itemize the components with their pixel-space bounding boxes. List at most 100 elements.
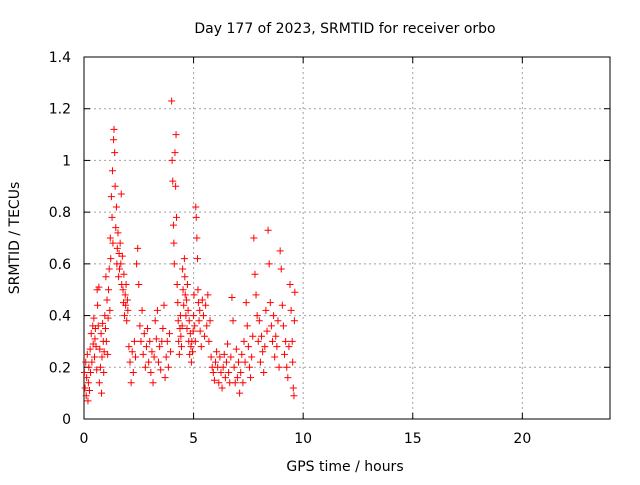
data-point <box>137 337 145 345</box>
data-point <box>159 325 167 332</box>
data-point <box>147 368 155 376</box>
data-point <box>106 234 114 242</box>
data-point <box>138 306 146 314</box>
data-point <box>268 337 276 345</box>
data-point <box>221 374 229 382</box>
data-point <box>192 213 200 221</box>
data-point <box>231 379 239 387</box>
data-point <box>202 301 210 309</box>
data-point <box>175 337 183 345</box>
data-point <box>94 322 102 330</box>
data-point <box>116 239 124 247</box>
data-point <box>109 239 117 247</box>
data-point <box>282 337 290 345</box>
data-point <box>187 358 195 366</box>
data-point <box>156 343 164 351</box>
tick-layer: 0 5 10 15 20 0 0.2 0.4 0.6 0.8 1 1.2 1.4 <box>49 50 610 447</box>
data-point <box>209 368 217 376</box>
data-point <box>162 353 170 361</box>
data-point <box>172 131 180 139</box>
data-point <box>232 345 240 353</box>
data-point <box>184 306 192 314</box>
data-point <box>136 322 144 330</box>
data-point <box>172 182 180 190</box>
data-point <box>193 234 201 242</box>
data-point <box>272 332 280 340</box>
data-point <box>119 286 127 294</box>
data-point <box>169 177 177 185</box>
data-point <box>95 283 103 291</box>
data-point <box>279 322 287 330</box>
data-point <box>267 322 275 330</box>
y-tick-label: 1 <box>62 153 71 169</box>
data-point <box>259 348 267 356</box>
y-tick-label: 1.2 <box>49 102 71 118</box>
data-point <box>102 273 110 281</box>
data-point <box>222 358 230 366</box>
data-point <box>111 182 119 190</box>
data-point <box>173 281 181 289</box>
data-point <box>84 397 92 405</box>
data-point <box>290 317 298 325</box>
data-point <box>112 224 120 232</box>
data-point <box>265 260 273 268</box>
data-point <box>123 317 131 325</box>
data-point <box>96 345 104 353</box>
data-point <box>155 358 163 366</box>
data-point <box>174 317 182 325</box>
data-point <box>124 306 132 314</box>
data-point <box>290 392 298 400</box>
data-point <box>133 260 141 268</box>
data-point <box>107 193 115 201</box>
data-point <box>160 301 168 309</box>
data-point <box>83 350 91 358</box>
data-point <box>192 203 200 211</box>
data-point <box>139 350 147 358</box>
data-point <box>244 343 252 351</box>
data-point <box>170 260 178 268</box>
data-point <box>178 343 186 351</box>
data-point <box>264 226 272 234</box>
data-point <box>247 374 255 382</box>
data-points <box>80 97 299 405</box>
data-point <box>148 348 156 356</box>
data-point <box>236 389 244 397</box>
data-point <box>224 340 232 348</box>
data-point <box>140 330 148 338</box>
data-point <box>255 317 263 325</box>
data-point <box>235 358 243 366</box>
data-point <box>93 366 101 374</box>
data-point <box>85 387 93 395</box>
data-point <box>228 293 236 301</box>
data-point <box>278 301 286 309</box>
data-point <box>205 337 213 345</box>
data-point <box>213 348 221 356</box>
data-point <box>110 125 118 133</box>
data-point <box>172 213 180 221</box>
data-point <box>100 348 108 356</box>
data-point <box>258 332 266 340</box>
data-point <box>261 343 269 351</box>
data-point <box>195 317 203 325</box>
data-point <box>129 368 137 376</box>
data-point <box>107 255 115 263</box>
y-tick-label: 0 <box>62 412 71 428</box>
data-point <box>168 97 176 105</box>
data-point <box>287 306 295 314</box>
data-point <box>229 317 237 325</box>
data-point <box>215 379 223 387</box>
data-point <box>170 239 178 247</box>
data-point <box>91 335 99 343</box>
data-point <box>144 325 152 332</box>
data-point <box>240 337 248 345</box>
data-point <box>175 350 183 358</box>
grid-layer <box>84 57 610 419</box>
data-point <box>88 358 96 366</box>
data-point <box>81 384 89 392</box>
data-point <box>260 368 268 376</box>
data-point <box>194 286 202 294</box>
data-point <box>263 327 271 335</box>
data-point <box>288 337 296 345</box>
data-point <box>174 299 182 307</box>
